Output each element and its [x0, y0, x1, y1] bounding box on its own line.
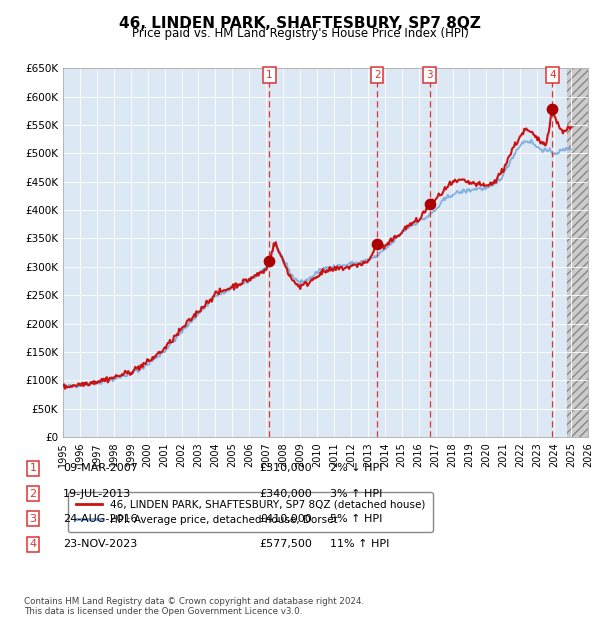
Bar	[567, 68, 588, 437]
Text: 2% ↓ HPI: 2% ↓ HPI	[330, 463, 383, 473]
Point	[425, 200, 434, 210]
Text: 1: 1	[29, 463, 37, 473]
Legend: 46, LINDEN PARK, SHAFTESBURY, SP7 8QZ (detached house), HPI: Average price, deta: 46, LINDEN PARK, SHAFTESBURY, SP7 8QZ (d…	[68, 492, 433, 533]
Text: 2: 2	[374, 70, 380, 80]
Text: 3: 3	[29, 514, 37, 524]
Text: 4: 4	[549, 70, 556, 80]
Text: £310,000: £310,000	[259, 463, 312, 473]
Text: £577,500: £577,500	[259, 539, 312, 549]
Text: 2: 2	[29, 489, 37, 498]
Text: £410,000: £410,000	[259, 514, 312, 524]
Text: 09-MAR-2007: 09-MAR-2007	[63, 463, 138, 473]
Text: 23-NOV-2023: 23-NOV-2023	[63, 539, 137, 549]
Text: 19-JUL-2013: 19-JUL-2013	[63, 489, 131, 498]
Text: Contains HM Land Registry data © Crown copyright and database right 2024.: Contains HM Land Registry data © Crown c…	[24, 597, 364, 606]
Text: 1: 1	[266, 70, 272, 80]
Text: 11% ↑ HPI: 11% ↑ HPI	[330, 539, 389, 549]
Text: 24-AUG-2016: 24-AUG-2016	[63, 514, 137, 524]
Text: 3: 3	[427, 70, 433, 80]
Point	[373, 239, 382, 249]
Text: This data is licensed under the Open Government Licence v3.0.: This data is licensed under the Open Gov…	[24, 606, 302, 616]
Text: 4: 4	[29, 539, 37, 549]
Point	[265, 256, 274, 266]
Text: 3% ↑ HPI: 3% ↑ HPI	[330, 489, 382, 498]
Text: £340,000: £340,000	[259, 489, 312, 498]
Text: 46, LINDEN PARK, SHAFTESBURY, SP7 8QZ: 46, LINDEN PARK, SHAFTESBURY, SP7 8QZ	[119, 16, 481, 30]
Text: 5% ↑ HPI: 5% ↑ HPI	[330, 514, 382, 524]
Text: Price paid vs. HM Land Registry's House Price Index (HPI): Price paid vs. HM Land Registry's House …	[131, 27, 469, 40]
Point	[548, 104, 557, 114]
